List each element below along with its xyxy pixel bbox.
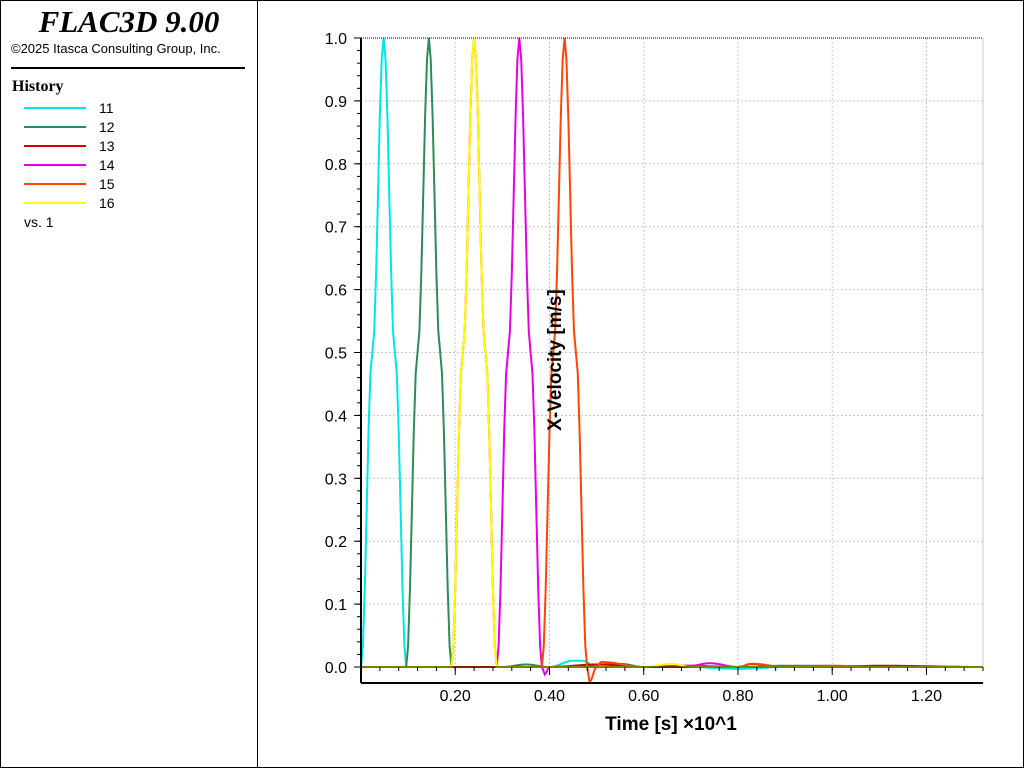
x-tick-label: 1.00 [817,688,848,705]
y-tick-label: 0.4 [325,408,347,425]
legend-item-label: 16 [99,195,115,211]
y-tick-label: 0.6 [325,283,347,300]
legend-item: 13 [24,137,115,156]
legend-item-label: 13 [99,138,115,154]
legend-swatch [24,126,86,128]
axes: 0.0 0.1 0.2 0.3 0.4 0.5 0.6 0.7 0.8 0.9 1.0 0.20 0.4… [325,31,984,705]
y-tick-label: 0.7 [325,220,347,237]
legend-title: History [12,78,64,95]
app-title: FLAC3D 9.00 [38,4,220,39]
legend-item: 16 [24,194,115,213]
x-tick-label: 0.60 [628,688,659,705]
y-tick-label: 0.1 [325,597,347,614]
legend-item: 14 [24,156,115,175]
x-tick-label: 1.20 [911,688,942,705]
y-tick-label: 0.5 [325,346,347,363]
legend-item: 11 [24,99,114,118]
y-tick-label: 0.8 [325,157,347,174]
legend-swatch [24,145,86,147]
series-line-11 [360,37,983,670]
legend: 11 12 13 14 15 16 vs. 1 [24,99,115,231]
x-tick-label: 0.80 [722,688,753,705]
legend-swatch [24,183,86,185]
legend-item: 15 [24,175,115,194]
x-tick-label: 0.40 [534,688,565,705]
legend-item-label: 11 [99,100,114,116]
legend-swatch [24,164,86,166]
legend-item-label: 15 [99,176,115,192]
legend-item-label: 14 [99,157,115,173]
legend-item-label: 12 [99,119,115,135]
legend-divider [11,67,245,69]
y-tick-label: 0.0 [325,660,347,677]
y-tick-label: 0.3 [325,471,347,488]
legend-item: 12 [24,118,115,137]
x-tick-label: 0.20 [440,688,471,705]
series-layer [360,37,983,685]
y-tick-label: 0.2 [325,534,347,551]
grid [361,38,983,667]
y-tick-label: 0.9 [325,94,347,111]
y-tick-label: 1.0 [325,31,347,48]
x-axis-label: Time [s] ×10^1 [605,714,737,735]
copyright-text: ©2025 Itasca Consulting Group, Inc. [11,41,221,56]
legend-panel: FLAC3D 9.00 ©2025 Itasca Consulting Grou… [1,1,258,767]
legend-swatch [24,202,86,204]
plot-area: 0.0 0.1 0.2 0.3 0.4 0.5 0.6 0.7 0.8 0.9 1.0 0.20 0.4… [257,1,1023,767]
series-line-14 [361,37,983,677]
legend-vs-label: vs. 1 [24,214,54,230]
chart: 0.0 0.1 0.2 0.3 0.4 0.5 0.6 0.7 0.8 0.9 1.0 0.20 0.4… [325,31,984,735]
y-axis-label: X-Velocity [m/s] [545,289,566,431]
legend-swatch [24,107,86,109]
